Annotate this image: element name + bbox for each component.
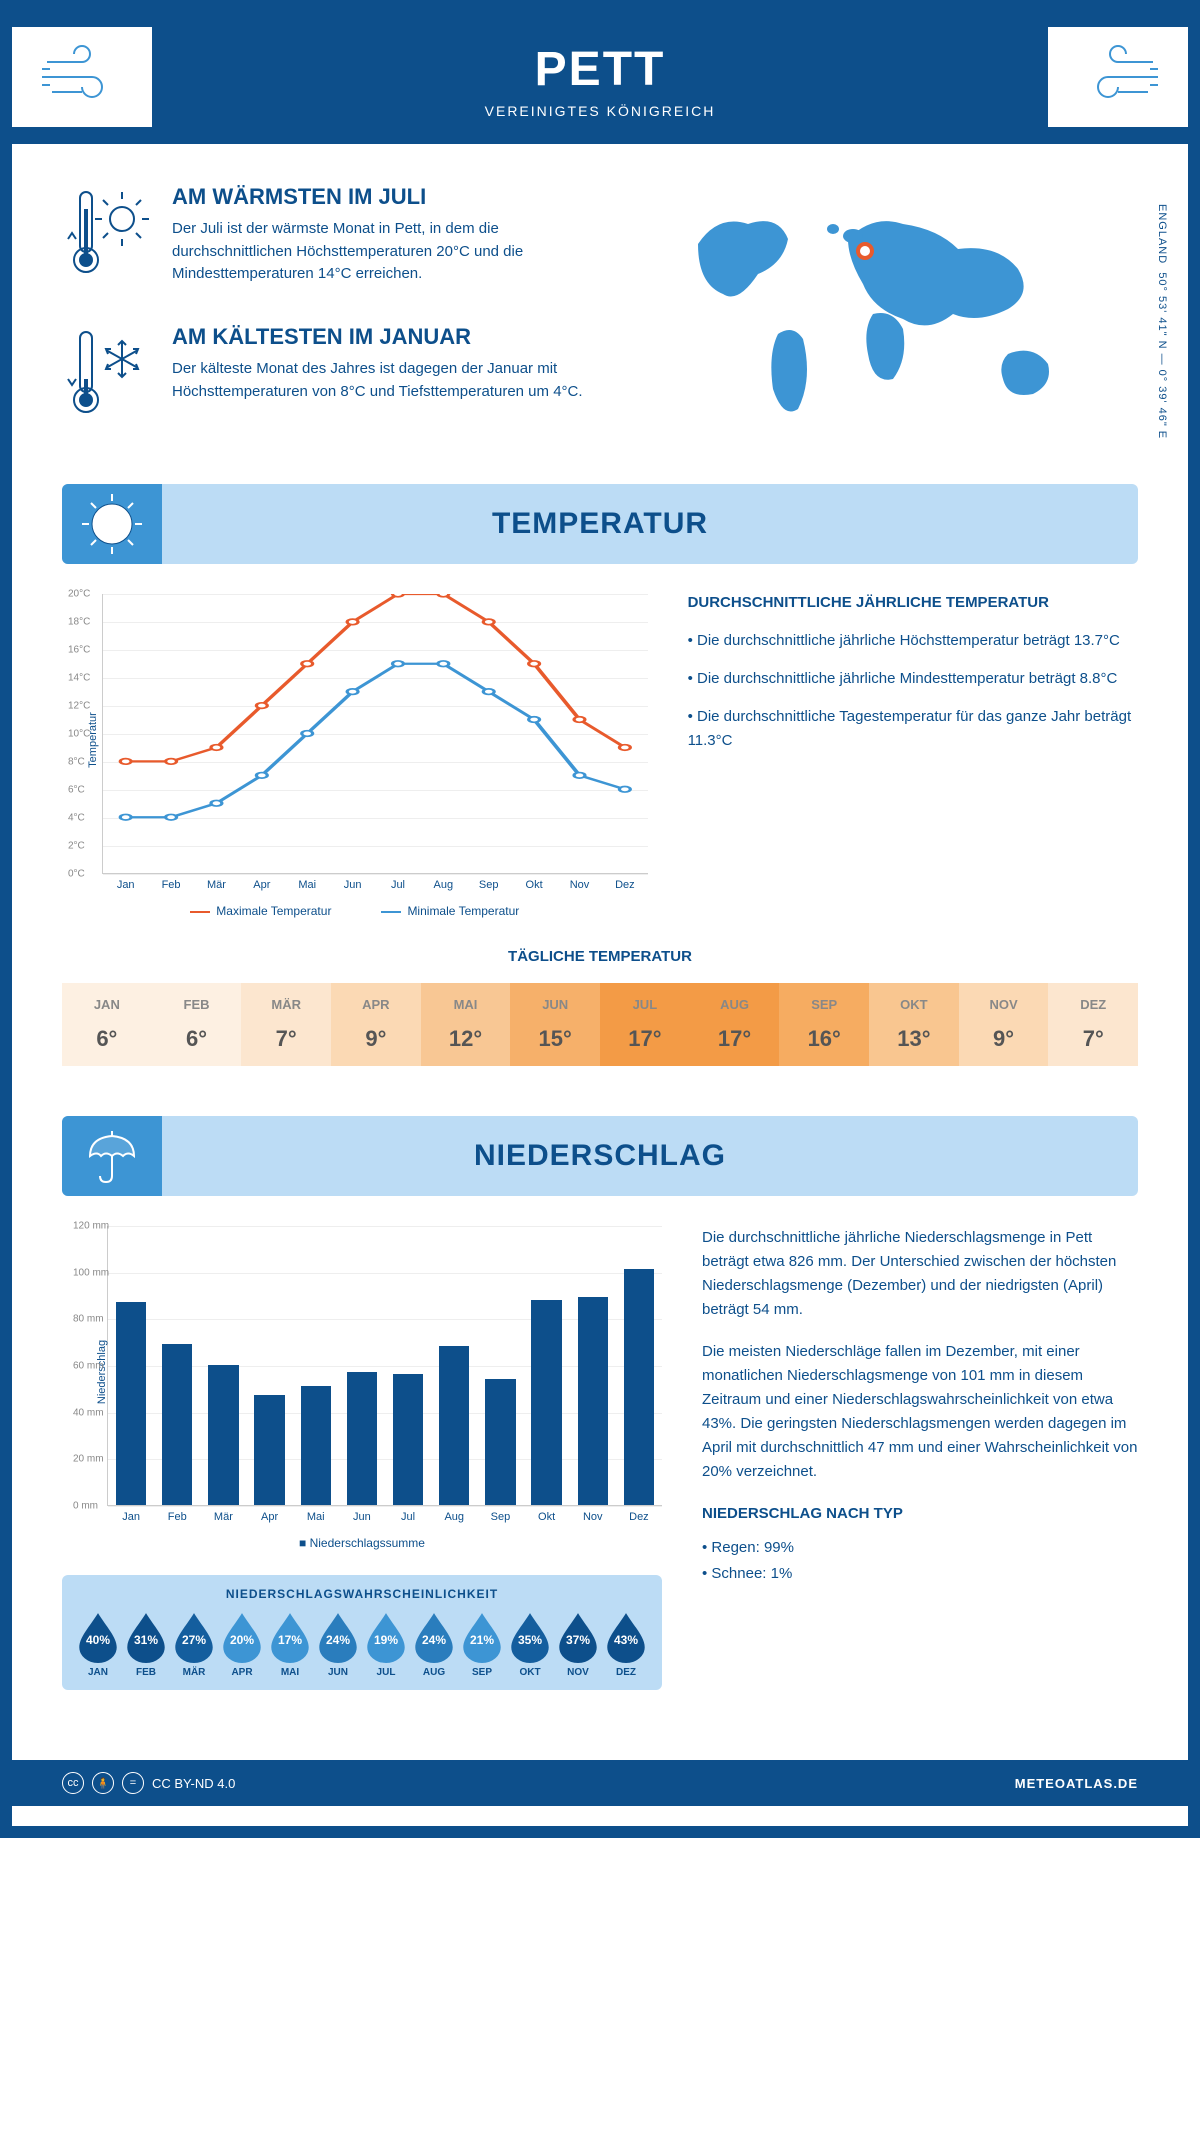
temperature-title: TEMPERATUR	[492, 507, 708, 541]
probability-drop: 19%JUL	[362, 1611, 410, 1678]
wind-icon-right	[1048, 27, 1188, 127]
infographic-page: PETT VEREINIGTES KÖNIGREICH AM WÄRMSTEN …	[0, 0, 1200, 1838]
daily-temp-cell: JUN15°	[510, 983, 600, 1066]
world-map: ENGLAND 50° 53' 41" N — 0° 39' 46" E	[658, 184, 1138, 464]
precip-bar	[254, 1395, 284, 1505]
probability-drop: 24%JUN	[314, 1611, 362, 1678]
coldest-title: AM KÄLTESTEN IM JANUAR	[172, 324, 618, 350]
coordinates: ENGLAND 50° 53' 41" N — 0° 39' 46" E	[1156, 204, 1168, 439]
umbrella-icon	[62, 1116, 162, 1196]
precip-bar	[208, 1365, 238, 1505]
probability-drop: 21%SEP	[458, 1611, 506, 1678]
footer: cc 🧍 = CC BY-ND 4.0 METEOATLAS.DE	[12, 1760, 1188, 1806]
precip-bar	[162, 1344, 192, 1505]
daily-temp-cell: DEZ7°	[1048, 983, 1138, 1066]
coldest-text: Der kälteste Monat des Jahres ist dagege…	[172, 358, 618, 403]
daily-temp-cell: JAN6°	[62, 983, 152, 1066]
daily-temp-cell: MAI12°	[421, 983, 511, 1066]
city-title: PETT	[12, 42, 1188, 97]
precip-bar	[393, 1374, 423, 1505]
precipitation-section-bar: NIEDERSCHLAG	[62, 1116, 1138, 1196]
probability-drop: 43%DEZ	[602, 1611, 650, 1678]
brand: METEOATLAS.DE	[1015, 1776, 1138, 1791]
precipitation-probability-box: NIEDERSCHLAGSWAHRSCHEINLICHKEIT 40%JAN31…	[62, 1575, 662, 1690]
probability-drop: 40%JAN	[74, 1611, 122, 1678]
daily-temp-cell: FEB6°	[152, 983, 242, 1066]
daily-temp-cell: JUL17°	[600, 983, 690, 1066]
precip-bar	[301, 1386, 331, 1505]
warmest-text: Der Juli ist der wärmste Monat in Pett, …	[172, 218, 618, 286]
temperature-info: DURCHSCHNITTLICHE JÄHRLICHE TEMPERATUR •…	[688, 594, 1138, 918]
precip-bar	[347, 1372, 377, 1505]
thermometer-snow-icon	[62, 324, 152, 429]
precipitation-bar-chart: Niederschlag 0 mm20 mm40 mm60 mm80 mm100…	[107, 1226, 662, 1506]
probability-drop: 20%APR	[218, 1611, 266, 1678]
sun-icon	[62, 484, 162, 564]
temperature-legend: Maximale Temperatur Minimale Temperatur	[62, 904, 648, 918]
daily-temp-cell: APR9°	[331, 983, 421, 1066]
probability-drop: 27%MÄR	[170, 1611, 218, 1678]
precip-bar	[624, 1269, 654, 1505]
probability-drop: 17%MAI	[266, 1611, 314, 1678]
daily-temp-cell: NOV9°	[959, 983, 1049, 1066]
warmest-fact: AM WÄRMSTEN IM JULI Der Juli ist der wär…	[62, 184, 618, 289]
precip-bar	[439, 1346, 469, 1505]
precip-bar	[531, 1300, 561, 1505]
probability-drop: 35%OKT	[506, 1611, 554, 1678]
daily-temp-cell: OKT13°	[869, 983, 959, 1066]
precipitation-info: Die durchschnittliche jährliche Niedersc…	[702, 1226, 1138, 1690]
probability-drop: 31%FEB	[122, 1611, 170, 1678]
probability-drop: 24%AUG	[410, 1611, 458, 1678]
location-marker-icon	[856, 242, 874, 260]
intro-row: AM WÄRMSTEN IM JULI Der Juli ist der wär…	[62, 184, 1138, 464]
license: cc 🧍 = CC BY-ND 4.0	[62, 1772, 235, 1794]
precip-bar	[578, 1297, 608, 1505]
daily-temperature-table: TÄGLICHE TEMPERATUR JAN6°FEB6°MÄR7°APR9°…	[62, 948, 1138, 1066]
probability-drop: 37%NOV	[554, 1611, 602, 1678]
coldest-fact: AM KÄLTESTEN IM JANUAR Der kälteste Mona…	[62, 324, 618, 429]
precip-bar	[116, 1302, 146, 1505]
content: AM WÄRMSTEN IM JULI Der Juli ist der wär…	[12, 144, 1188, 1730]
cc-icon: cc	[62, 1772, 84, 1794]
nd-icon: =	[122, 1772, 144, 1794]
wind-icon-left	[12, 27, 152, 127]
header: PETT VEREINIGTES KÖNIGREICH	[12, 12, 1188, 144]
daily-temp-cell: AUG17°	[690, 983, 780, 1066]
temperature-section-bar: TEMPERATUR	[62, 484, 1138, 564]
precipitation-title: NIEDERSCHLAG	[474, 1139, 726, 1173]
country-subtitle: VEREINIGTES KÖNIGREICH	[12, 103, 1188, 119]
temperature-line-chart: Temperatur 0°C2°C4°C6°C8°C10°C12°C14°C16…	[62, 594, 648, 918]
warmest-title: AM WÄRMSTEN IM JULI	[172, 184, 618, 210]
by-icon: 🧍	[92, 1772, 114, 1794]
daily-temp-cell: MÄR7°	[241, 983, 331, 1066]
precip-bar	[485, 1379, 515, 1505]
daily-temp-cell: SEP16°	[779, 983, 869, 1066]
thermometer-sun-icon	[62, 184, 152, 289]
precipitation-legend: Niederschlagssumme	[62, 1536, 662, 1550]
